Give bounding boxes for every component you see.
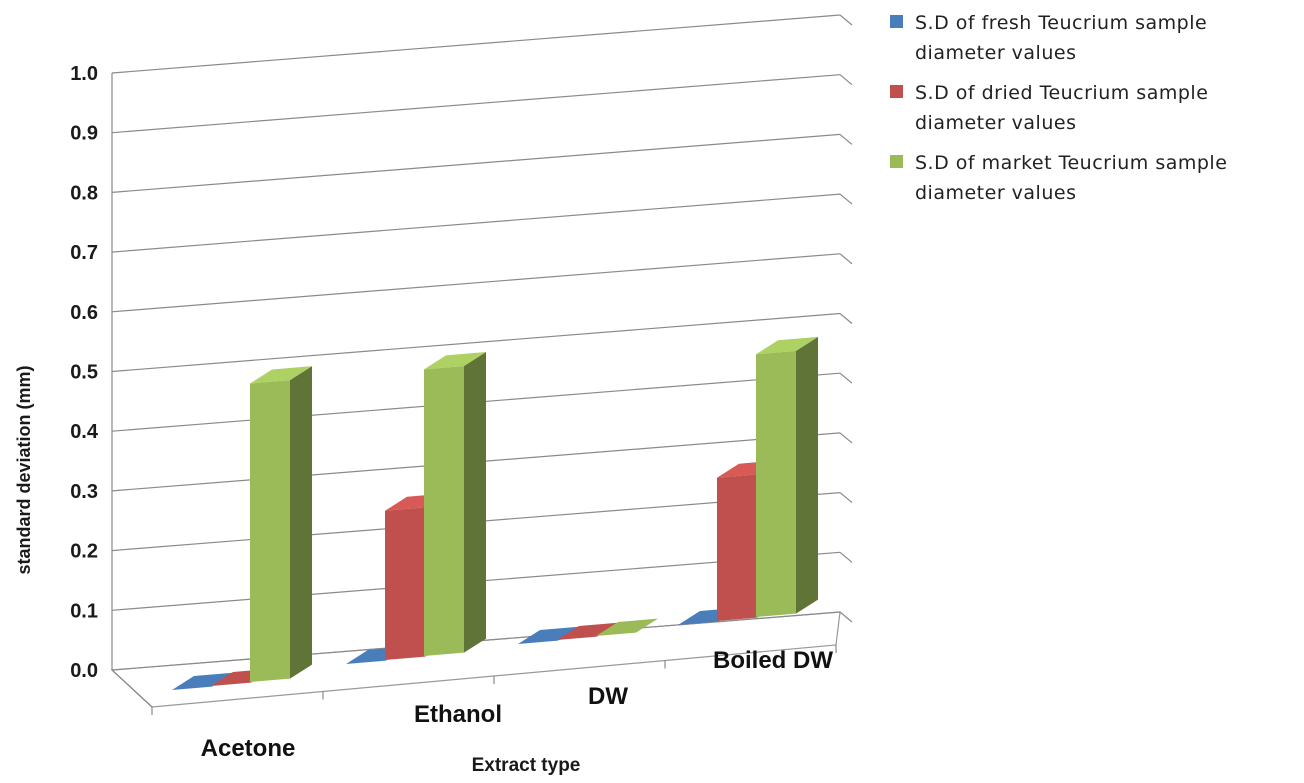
gridline [111,133,841,193]
legend-item: S.D of market Teucrium sample diameter v… [890,148,1300,208]
gridline [111,253,841,313]
bar-side [290,366,312,679]
gridline-side [839,193,853,205]
gridline [111,312,841,373]
gridline-side [839,74,853,86]
x-category-label: Acetone [201,735,296,762]
legend-swatch [890,155,903,168]
y-tick-label: 0.3 [70,481,98,503]
legend-swatch [890,15,903,28]
y-tick-label: 1.0 [70,63,98,85]
legend-swatch [890,85,903,98]
legend-item: S.D of fresh Teucrium sample diameter va… [890,8,1300,68]
bar [172,672,234,690]
bar-top [250,366,312,384]
y-tick-label: 0.0 [70,660,98,682]
gridline-side [839,14,853,26]
y-tick-label: 0.9 [70,123,98,145]
gridline [111,193,841,253]
y-tick-label: 0.7 [70,242,98,264]
bar [717,474,757,621]
legend-label: S.D of fresh Teucrium sample diameter va… [915,12,1208,64]
gridline-side [839,372,853,384]
bar-side [796,336,818,614]
gridline-side [839,133,853,145]
bar-top [424,352,486,370]
y-axis-title: standard deviation (mm) [14,365,34,574]
legend-item: S.D of dried Teucrium sample diameter va… [890,78,1300,138]
gridline-side [839,313,853,324]
y-tick-label: 0.8 [70,182,98,204]
y-tick-label: 0.2 [70,541,98,563]
bar [518,626,580,644]
bar [557,622,619,640]
bar [250,380,290,682]
gridline-side [839,432,853,444]
x-category-label: Boiled DW [713,647,833,674]
gridline-side [839,253,853,265]
x-axis-title: Extract type [472,755,581,776]
gridline-side [839,551,853,563]
gridline [111,74,841,134]
bar-top [756,336,818,355]
y-tick-label: 0.5 [70,362,98,384]
bar [756,350,796,617]
bar-side [464,352,486,653]
x-category-label: Ethanol [414,701,502,728]
legend: S.D of fresh Teucrium sample diameter va… [890,8,1300,218]
y-tick-label: 0.1 [70,600,98,622]
floor-edge-left [111,669,153,708]
gridline-side [839,492,853,504]
x-category-label: DW [588,683,628,710]
legend-label: S.D of market Teucrium sample diameter v… [915,152,1228,204]
gridline-side [839,611,853,623]
bar [385,507,425,660]
gridline [111,14,841,74]
legend-label: S.D of dried Teucrium sample diameter va… [915,82,1209,134]
y-tick-label: 0.6 [70,302,98,324]
y-tick-label: 0.4 [70,421,99,443]
bar [596,618,658,636]
bar [424,366,464,656]
